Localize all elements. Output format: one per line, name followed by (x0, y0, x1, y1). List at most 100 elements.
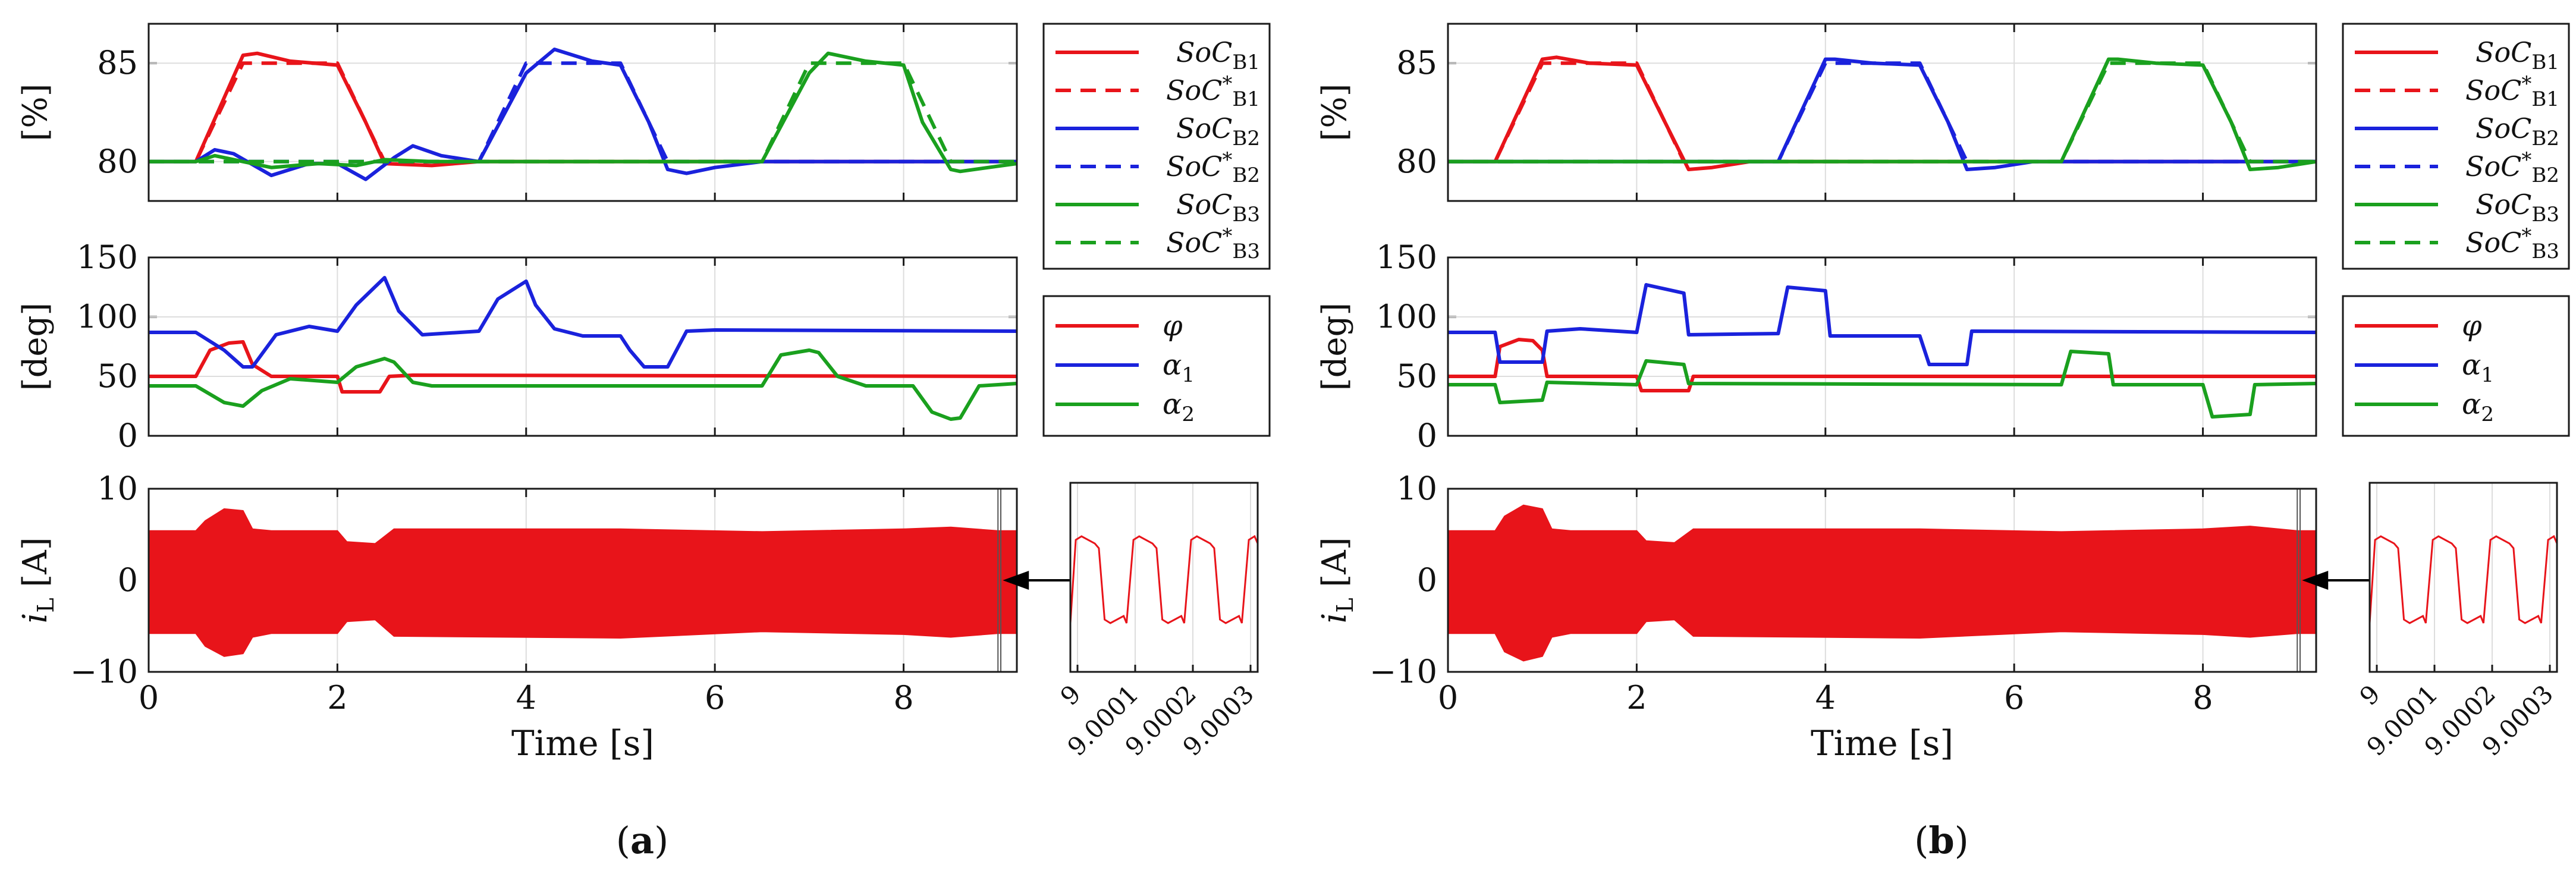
x-tick-label: 8 (893, 679, 913, 716)
panel-b: 8085[%]SoCB1SoC*B1SoCB2SoC*B2SoCB3SoC*B3… (1315, 23, 2570, 862)
legend-entry: α1 (2462, 348, 2494, 387)
axes-frame (147, 23, 1018, 202)
legend-entry: SoC*B1 (1166, 72, 1260, 111)
legend-box (2342, 23, 2570, 270)
current-envelope (1447, 504, 2317, 662)
subfigure-caption: (a) (616, 819, 669, 862)
zoom-arrow-head (2302, 571, 2329, 590)
soc-series-1 (1448, 61, 2316, 164)
soc-series-3 (149, 61, 1017, 164)
soc-series-3 (1448, 61, 2316, 164)
legend-entry: SoC*B2 (1166, 148, 1260, 187)
legend-entry: SoC*B1 (2465, 72, 2559, 111)
x-tick-label: 6 (2004, 679, 2024, 716)
zoom-frame (1069, 482, 1259, 673)
y-tick-label: 85 (97, 44, 138, 81)
zoom-x-tick-label: 9 (1055, 679, 1087, 711)
soc-series-4 (1448, 57, 2317, 171)
axes-frame (1447, 23, 2317, 202)
soc-series-5 (149, 61, 1017, 164)
y-tick-label: 50 (97, 357, 138, 395)
soc-y-label: [%] (16, 84, 55, 142)
x-axis-label: Time [s] (1811, 723, 1953, 763)
legend-entry: SoCB1 (2476, 36, 2559, 74)
legend-box (1042, 23, 1271, 270)
legend-entry: SoCB3 (1176, 188, 1260, 227)
y-tick-label: 150 (1376, 238, 1437, 276)
deg-series-1 (1448, 283, 2317, 366)
soc-series-2 (1448, 57, 2316, 171)
legend-entry: SoC*B3 (1166, 224, 1260, 263)
y-tick-label: 0 (118, 417, 138, 454)
x-tick-label: 2 (1626, 679, 1647, 716)
zoom-frame-border (2368, 482, 2558, 673)
y-tick-label: 85 (1396, 44, 1437, 81)
y-tick-label: 0 (118, 561, 138, 599)
current-envelope (148, 508, 1017, 657)
panel-a: 8085[%]SoCB1SoC*B1SoCB2SoC*B2SoCB3SoC*B3… (16, 23, 1271, 862)
y-tick-label: 50 (1396, 357, 1437, 395)
x-tick-label: 4 (1815, 679, 1836, 716)
soc-axes: 80 85 [%] (16, 23, 1018, 202)
y-tick-label: 80 (97, 143, 138, 180)
deg-axes: 0 50 100 150 [deg] (1315, 238, 2317, 454)
legend-entry: α1 (1163, 348, 1195, 387)
x-tick-label: 0 (139, 679, 159, 716)
legend-entry: α2 (2462, 388, 2494, 426)
current-y-label: iL [A] (1315, 537, 1358, 623)
legend-entry: SoC*B3 (2465, 224, 2559, 263)
y-tick-label: 100 (1376, 298, 1437, 335)
x-axis-label: Time [s] (511, 723, 654, 763)
y-tick-label: 0 (1417, 417, 1437, 454)
deg-y-label: [deg] (1315, 303, 1354, 391)
legend-entry: SoCB1 (1176, 36, 1260, 74)
x-tick-label: 0 (1438, 679, 1458, 716)
y-tick-label: 150 (77, 238, 138, 276)
soc-y-label: [%] (1315, 84, 1354, 142)
y-tick-label: 10 (1396, 470, 1437, 507)
zoom-arrow-head (1003, 571, 1029, 590)
legend-entry: φ (1163, 309, 1183, 342)
axes-frame (1447, 256, 2317, 437)
soc-series-0 (1448, 55, 2316, 171)
soc-series-1 (149, 61, 1017, 164)
soc-axes: 80 85 [%] (1315, 23, 2317, 202)
deg-series-1 (149, 276, 1017, 369)
y-tick-label: 0 (1417, 561, 1437, 599)
deg-y-label: [deg] (16, 303, 55, 391)
zoom-frame-border (1069, 482, 1259, 673)
legend-entry: SoCB3 (2476, 188, 2559, 227)
soc-series-5 (1448, 61, 2316, 164)
x-tick-label: 2 (327, 679, 347, 716)
x-tick-label: 6 (705, 679, 725, 716)
deg-series-0 (149, 340, 1017, 394)
y-tick-label: 80 (1396, 143, 1437, 180)
deg-series-2 (149, 348, 1017, 421)
x-tick-label: 8 (2192, 679, 2213, 716)
deg-series-2 (1448, 350, 2317, 419)
legend-entry: φ (2462, 309, 2482, 342)
legend-entry: α2 (1163, 388, 1195, 426)
legend-entry: SoC*B2 (2465, 148, 2559, 187)
legend-entry: SoCB2 (2476, 112, 2559, 150)
y-tick-label: 10 (97, 470, 138, 507)
subfigure-caption: (b) (1914, 819, 1969, 862)
soc-series-4 (149, 51, 1017, 174)
axes-frame (147, 256, 1018, 437)
y-tick-label: −10 (1369, 653, 1437, 690)
deg-axes: 0 50 100 150 [deg] (16, 238, 1018, 454)
zoom-x-tick-label: 9 (2354, 679, 2386, 711)
soc-series-0 (149, 51, 1017, 168)
current-y-label: iL [A] (16, 537, 59, 623)
zoom-frame (2368, 482, 2558, 673)
y-tick-label: 100 (77, 298, 138, 335)
